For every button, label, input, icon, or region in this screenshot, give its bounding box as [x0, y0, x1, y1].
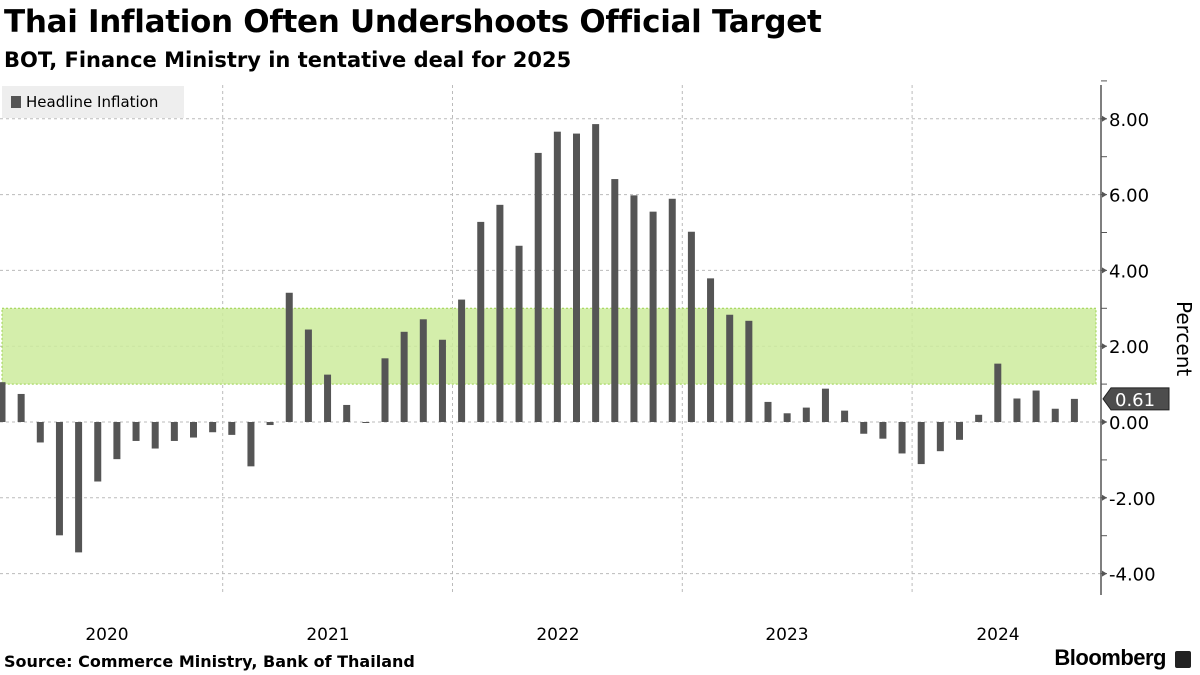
- legend-swatch: [11, 96, 21, 108]
- bar: [324, 374, 332, 422]
- bar: [362, 422, 370, 423]
- bar: [381, 358, 389, 422]
- bar: [668, 198, 676, 422]
- bar: [94, 422, 102, 482]
- y-tick-label: -2.00: [1109, 489, 1156, 510]
- bar: [247, 422, 255, 467]
- bar: [764, 401, 772, 422]
- bar: [75, 422, 83, 553]
- legend-label: Headline Inflation: [26, 93, 159, 111]
- bar: [917, 422, 925, 465]
- bar: [438, 339, 446, 422]
- chart-subtitle: BOT, Finance Ministry in tentative deal …: [4, 48, 572, 72]
- bar: [304, 329, 312, 422]
- bar: [841, 410, 849, 422]
- target-band: [1, 307, 1097, 385]
- y-tick-label: 0.00: [1109, 413, 1149, 434]
- bar: [1032, 390, 1040, 422]
- bar: [113, 422, 121, 460]
- bar: [1013, 398, 1021, 422]
- bar: [726, 314, 734, 422]
- bar: [55, 422, 63, 536]
- bar: [553, 131, 561, 422]
- bar: [36, 422, 44, 443]
- bar: [400, 331, 408, 422]
- bar: [879, 422, 887, 439]
- chart-title: Thai Inflation Often Undershoots Officia…: [4, 4, 822, 40]
- y-tick-arrow: [1102, 267, 1107, 274]
- source-note: Source: Commerce Ministry, Bank of Thail…: [4, 652, 415, 671]
- bar: [534, 152, 542, 422]
- bar: [802, 407, 810, 422]
- bar: [1051, 408, 1059, 422]
- bar: [611, 179, 619, 422]
- bar: [285, 292, 293, 422]
- y-tick-arrow: [1102, 419, 1107, 425]
- last-value-label: 0.61: [1115, 390, 1155, 411]
- legend: Headline Inflation: [2, 86, 184, 118]
- y-tick-arrow: [1102, 191, 1107, 198]
- y-tick-label: 6.00: [1109, 186, 1149, 207]
- bar: [170, 422, 178, 441]
- bar: [17, 393, 25, 422]
- bar: [687, 231, 695, 422]
- bar: [821, 388, 829, 422]
- bloomberg-chart-icon: [1175, 651, 1191, 668]
- x-tick-label: 2023: [765, 625, 808, 645]
- last-value-badge: [1102, 387, 1170, 411]
- y-tick-arrow: [1102, 115, 1107, 122]
- bar: [458, 299, 466, 422]
- bar: [1070, 398, 1078, 422]
- bar: [783, 413, 791, 422]
- bar: [975, 414, 983, 422]
- bar: [745, 320, 753, 422]
- y-tick-label: -4.00: [1109, 565, 1156, 586]
- bar: [936, 422, 944, 452]
- bar: [898, 422, 906, 454]
- y-tick-arrow: [1102, 343, 1107, 350]
- bar: [343, 404, 351, 422]
- bar: [209, 422, 217, 433]
- x-tick-label: 2024: [976, 625, 1019, 645]
- x-tick-label: 2022: [536, 625, 579, 645]
- bar: [630, 195, 638, 422]
- x-tick-label: 2021: [306, 625, 349, 645]
- y-axis-label: Percent: [1172, 301, 1196, 376]
- bar: [994, 363, 1002, 422]
- bar: [496, 204, 504, 422]
- y-tick-label: 4.00: [1109, 261, 1149, 282]
- bar: [592, 124, 600, 422]
- bar: [860, 422, 868, 434]
- y-tick-arrow: [1102, 570, 1107, 577]
- y-tick-label: 8.00: [1109, 110, 1149, 131]
- bar: [515, 245, 523, 422]
- x-tick-label: 2020: [85, 625, 128, 645]
- bar: [132, 422, 140, 441]
- y-tick-label: 2.00: [1109, 337, 1149, 358]
- bar: [0, 382, 6, 422]
- bloomberg-logo: Bloomberg: [1054, 645, 1166, 670]
- bar: [151, 422, 159, 449]
- bar: [649, 211, 657, 422]
- bar: [228, 422, 236, 435]
- bar: [956, 422, 963, 440]
- bar: [573, 133, 580, 422]
- y-tick-arrow: [1102, 494, 1107, 501]
- bar: [419, 319, 427, 422]
- bar: [190, 422, 197, 438]
- bar: [477, 221, 485, 422]
- bar: [707, 278, 715, 422]
- bar: [266, 422, 274, 426]
